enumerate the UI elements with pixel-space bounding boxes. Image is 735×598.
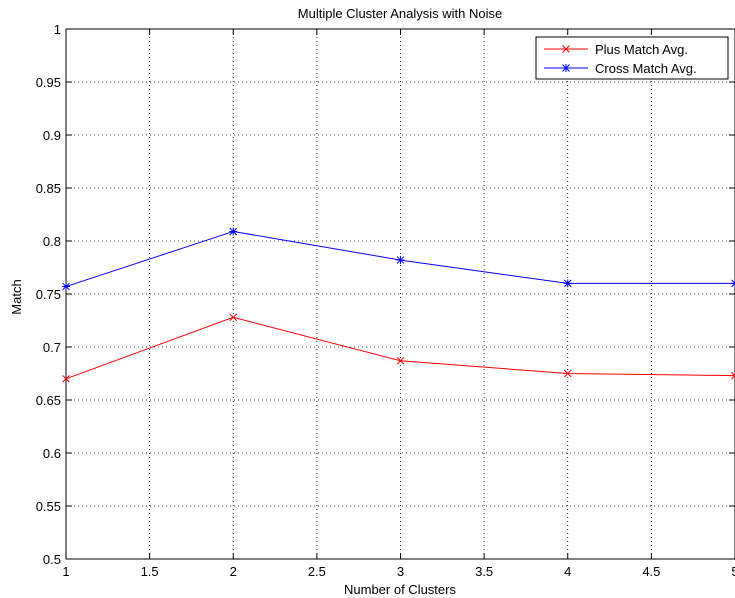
marker-stroke — [731, 374, 735, 380]
marker-stroke — [731, 371, 735, 377]
y-tick-label: 1 — [54, 22, 61, 37]
marker-stroke — [731, 282, 735, 288]
series-1-point — [563, 369, 572, 378]
series-1-point — [62, 374, 70, 383]
x-tick-label: 4 — [564, 564, 571, 579]
series-2-point — [62, 282, 70, 291]
y-tick-label: 0.6 — [43, 446, 61, 461]
chart-title: Multiple Cluster Analysis with Noise — [298, 6, 502, 21]
y-tick-label: 0.95 — [36, 75, 61, 90]
y-tick-label: 0.5 — [43, 552, 61, 567]
marker-stroke — [563, 369, 572, 378]
x-tick-label: 5 — [731, 564, 735, 579]
marker-stroke — [562, 45, 570, 53]
series-2-point — [229, 227, 238, 236]
y-tick-label: 0.7 — [43, 340, 61, 355]
y-tick-label: 0.85 — [36, 181, 61, 196]
x-tick-label: 3.5 — [475, 564, 493, 579]
series-1-point — [731, 371, 735, 380]
legend-label: Plus Match Avg. — [595, 42, 688, 57]
legend: Plus Match Avg. Cross Match Avg. — [535, 36, 729, 80]
legend-label: Cross Match Avg. — [595, 61, 697, 76]
x-tick-label: 3 — [397, 564, 404, 579]
marker-stroke — [62, 374, 70, 383]
legend-box — [535, 36, 729, 80]
x-tick-label: 2 — [230, 564, 237, 579]
y-axis-title: Match — [9, 279, 24, 314]
y-tick-label: 0.55 — [36, 499, 61, 514]
x-tick-label: 1 — [62, 564, 69, 579]
series-2-point — [731, 279, 735, 288]
x-tick-label: 2.5 — [308, 564, 326, 579]
legend-marker — [562, 45, 570, 53]
y-tick-label: 0.75 — [36, 287, 61, 302]
series-1-point — [229, 313, 238, 322]
legend-marker — [562, 64, 570, 72]
marker-stroke — [229, 313, 238, 322]
series-2-point — [396, 256, 405, 265]
series-1-point — [396, 356, 405, 365]
series-2-point — [563, 279, 572, 288]
x-tick-label: 1.5 — [141, 564, 159, 579]
marker-stroke — [731, 279, 735, 285]
y-tick-label: 0.8 — [43, 234, 61, 249]
x-axis-title: Number of Clusters — [344, 582, 456, 597]
y-tick-label: 0.65 — [36, 393, 61, 408]
marker-stroke — [396, 356, 405, 365]
y-tick-label: 0.9 — [43, 128, 61, 143]
plot-area: 1 1.5 2 2.5 3 3.5 4 4.5 5 0.5 0.55 0.6 0.65 0.7 0.75 0.… — [36, 22, 735, 579]
x-tick-label: 4.5 — [642, 564, 660, 579]
